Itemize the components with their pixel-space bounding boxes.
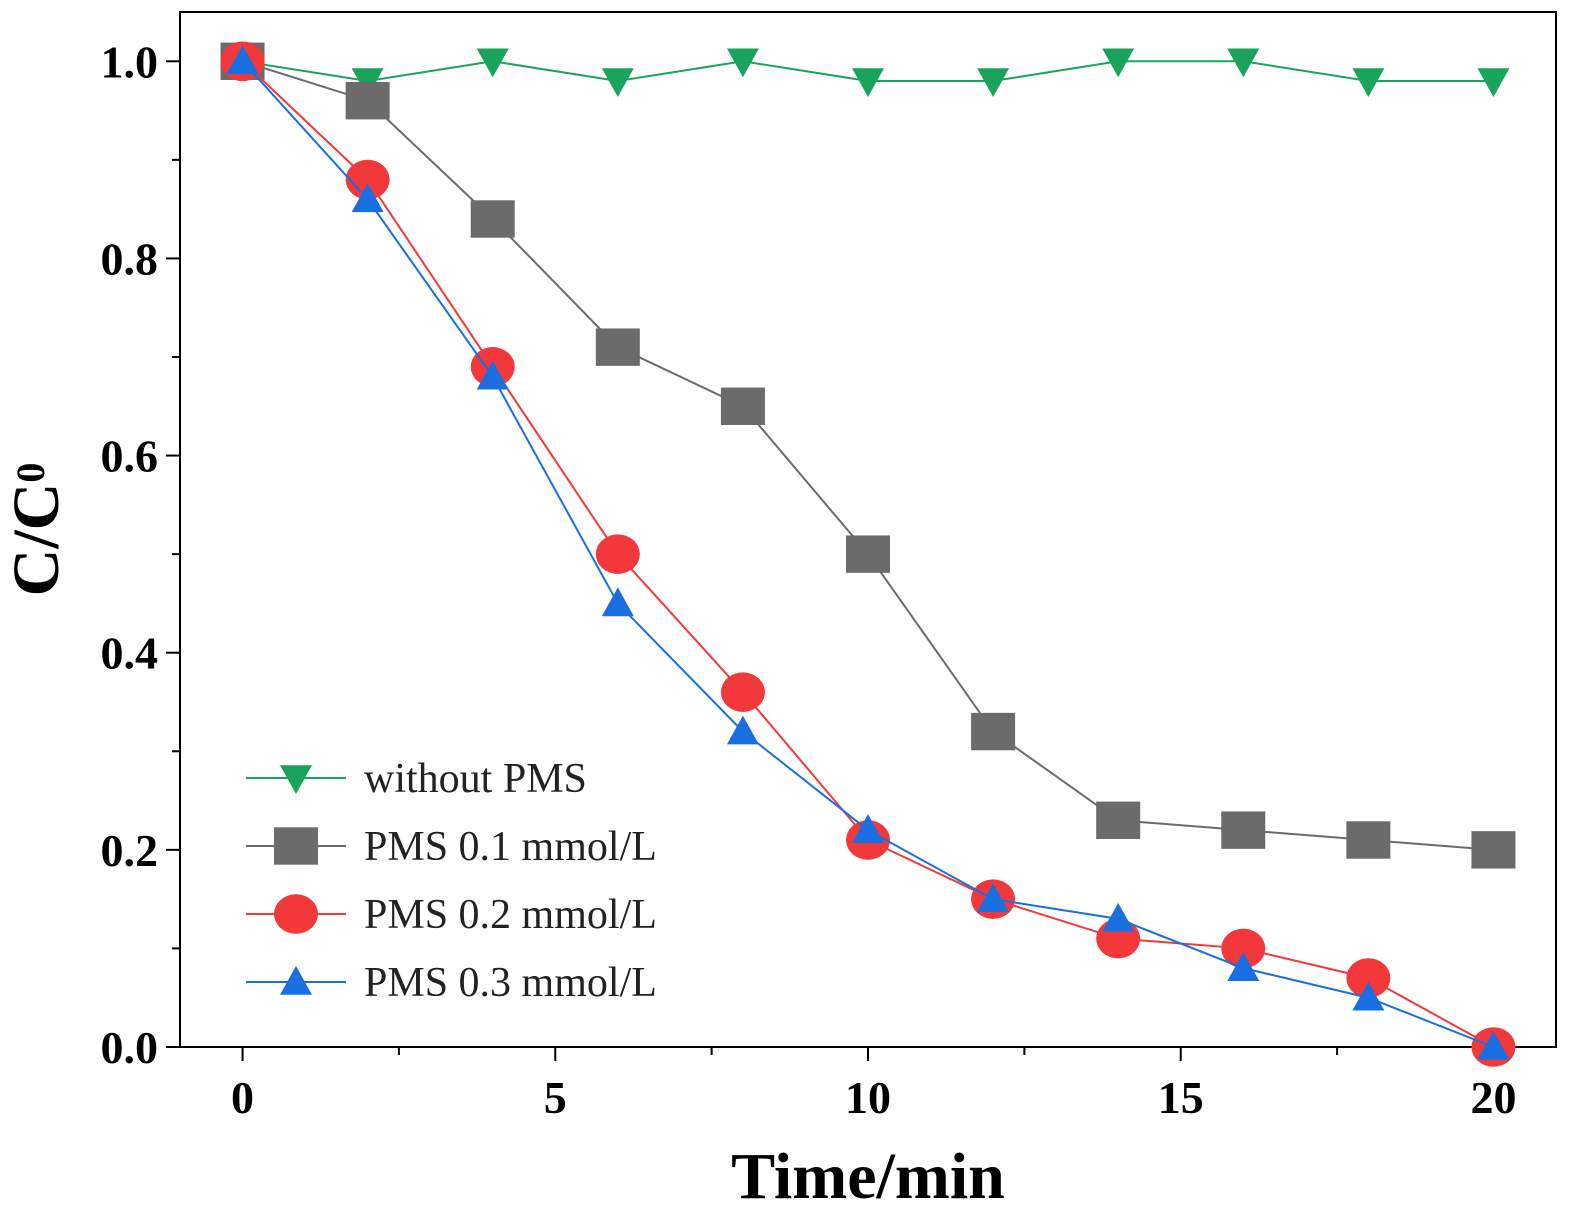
data-point [1352, 981, 1385, 1011]
data-point [345, 159, 390, 200]
x-tick-label: 0 [231, 1072, 254, 1123]
legend: without PMS PMS 0.1 mmol/L PMS 0.2 mmol/L P… [246, 756, 657, 1006]
data-point [971, 712, 1016, 751]
data-point [1477, 68, 1510, 97]
data-point [1227, 48, 1260, 78]
data-point [1346, 958, 1391, 998]
data-point [726, 715, 759, 745]
data-point [226, 45, 259, 75]
data-point [1102, 48, 1135, 78]
data-point [470, 200, 515, 238]
legend-marker [274, 827, 318, 865]
data-point [720, 387, 765, 425]
x-tick-label: 5 [544, 1072, 567, 1123]
y-tick-label: 0.6 [101, 431, 159, 482]
data-point [595, 328, 640, 366]
y-axis-title-main: C/C [0, 483, 73, 597]
data-point [601, 68, 634, 97]
legend-marker [274, 894, 318, 934]
data-point [476, 360, 509, 390]
data-point [720, 672, 765, 712]
data-point [852, 68, 884, 97]
x-tick-label: 20 [1470, 1072, 1516, 1123]
data-point [977, 68, 1010, 97]
x-tick-label: 15 [1158, 1072, 1204, 1123]
data-point [1346, 821, 1391, 859]
legend-item: PMS 0.2 mmol/L [246, 892, 657, 938]
data-point [1471, 831, 1516, 869]
y-axis-title: C/C0 [0, 463, 73, 597]
y-tick-label: 0.0 [101, 1022, 159, 1073]
data-point [1352, 68, 1385, 97]
data-point [846, 535, 890, 573]
data-point [1096, 801, 1141, 839]
x-axis-title: Time/min [731, 1140, 1005, 1213]
data-point [852, 814, 884, 843]
data-point [476, 48, 509, 78]
data-point [726, 48, 759, 78]
data-point [1477, 1031, 1510, 1060]
data-point [345, 82, 390, 120]
legend-label: PMS 0.1 mmol/L [364, 824, 657, 870]
data-point [977, 883, 1010, 912]
data-point [1221, 928, 1266, 969]
legend-marker [280, 765, 312, 794]
legend-marker [280, 966, 312, 995]
data-point [1227, 952, 1260, 981]
series-1 [226, 48, 1510, 97]
data-point [1102, 902, 1135, 932]
y-tick-label: 0.8 [101, 233, 159, 284]
data-point [601, 587, 634, 617]
series-line [242, 60, 1494, 851]
data-point [1221, 811, 1266, 849]
legend-label: without PMS [364, 756, 587, 802]
legend-item: PMS 0.3 mmol/L [246, 960, 657, 1006]
axes: 0 5 10 15 20 0.0 0.2 0.4 0.6 0.8 1.0 [101, 11, 1557, 1123]
y-tick-label: 0.4 [101, 628, 159, 679]
data-point [351, 183, 384, 213]
legend-item: without PMS [246, 756, 587, 802]
y-tick-label: 0.2 [101, 825, 159, 876]
legend-item: PMS 0.1 mmol/L [246, 824, 657, 870]
y-axis-title-subscript: 0 [8, 463, 53, 483]
legend-label: PMS 0.3 mmol/L [364, 960, 657, 1006]
series-layer [220, 41, 1516, 1067]
legend-label: PMS 0.2 mmol/L [364, 892, 657, 938]
series-2 [220, 42, 1516, 869]
y-tick-label: 1.0 [101, 36, 159, 87]
data-point [595, 534, 640, 574]
x-tick-label: 10 [845, 1072, 891, 1123]
series-4 [226, 45, 1510, 1060]
